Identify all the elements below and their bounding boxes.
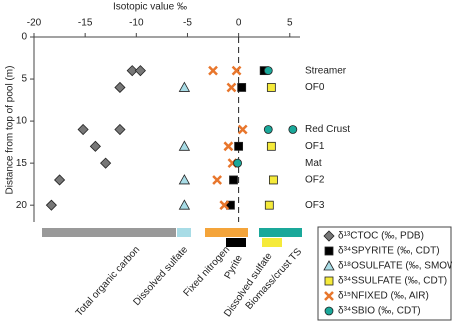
x-tick-label: 0: [236, 18, 242, 29]
legend-label: δ¹⁵NFIXED (‰, AIR): [338, 291, 429, 302]
point: [288, 125, 298, 134]
y-tick-label: 15: [16, 158, 28, 169]
point: [45, 199, 57, 211]
legend-marker: [323, 260, 335, 271]
point: [178, 174, 191, 185]
group-bar: [226, 238, 246, 247]
point: [237, 83, 247, 92]
y-axis-label: Distance from top of pool (m): [5, 66, 16, 195]
site-label: OF0: [305, 82, 325, 93]
legend-marker: [324, 306, 334, 316]
group-bar: [42, 228, 176, 237]
legend-marker: [324, 276, 334, 286]
y-tick-label: 0: [21, 32, 27, 43]
point: [54, 174, 66, 186]
legend-marker: [323, 230, 335, 242]
point: [263, 66, 273, 76]
y-tick-label: 5: [21, 74, 27, 85]
point: [263, 125, 273, 134]
point: [264, 200, 274, 210]
point: [134, 65, 146, 77]
y-tick-label: 10: [16, 116, 28, 127]
x-tick-label: -5: [183, 18, 192, 29]
point: [226, 82, 237, 93]
point: [114, 123, 126, 136]
group-bar: [262, 238, 282, 247]
x-axis-label: Isotopic value ‰: [113, 2, 187, 13]
legend-box: [317, 226, 452, 321]
point: [237, 124, 248, 135]
point: [233, 158, 242, 168]
site-label: OF3: [305, 200, 325, 211]
point: [77, 123, 89, 136]
point: [219, 200, 230, 211]
group-label: Total organic carbon: [74, 244, 142, 318]
site-label: Red Crust: [305, 124, 350, 135]
point: [100, 157, 112, 169]
point: [229, 175, 238, 185]
legend-marker: [324, 246, 334, 256]
legend-label: δ¹⁸OSULFATE (‰, SMOW): [338, 261, 452, 272]
point: [226, 200, 235, 210]
point: [89, 140, 101, 152]
point: [126, 65, 138, 77]
point: [266, 141, 276, 151]
legend-label: δ³⁴SSULFATE (‰, CDT): [338, 276, 447, 287]
group-bar: [259, 228, 302, 237]
point: [114, 81, 126, 94]
site-label: OF2: [305, 175, 325, 186]
point: [268, 175, 278, 185]
point: [223, 141, 234, 152]
x-tick-label: -10: [129, 18, 144, 29]
point: [178, 140, 191, 151]
legend-label: δ³⁴SBIO (‰, CDT): [338, 306, 421, 317]
site-label: OF1: [305, 141, 325, 152]
legend-marker: [324, 291, 334, 301]
legend-label: δ¹³CTOC (‰, PDB): [338, 231, 424, 242]
x-tick-label: -20: [27, 18, 42, 29]
group-bar: [205, 228, 248, 237]
point: [178, 199, 191, 210]
site-label: Streamer: [305, 65, 347, 76]
point: [231, 65, 242, 76]
point: [212, 175, 223, 185]
point: [208, 65, 218, 76]
point: [266, 83, 276, 92]
y-tick-label: 20: [16, 200, 28, 211]
group-bar: [177, 228, 191, 237]
x-tick-label: -15: [78, 18, 93, 29]
x-tick-label: 5: [287, 18, 293, 29]
point: [178, 81, 191, 92]
site-label: Mat: [305, 158, 322, 169]
legend-label: δ³⁴SPYRITE (‰, CDT): [338, 246, 440, 257]
point: [234, 141, 244, 151]
